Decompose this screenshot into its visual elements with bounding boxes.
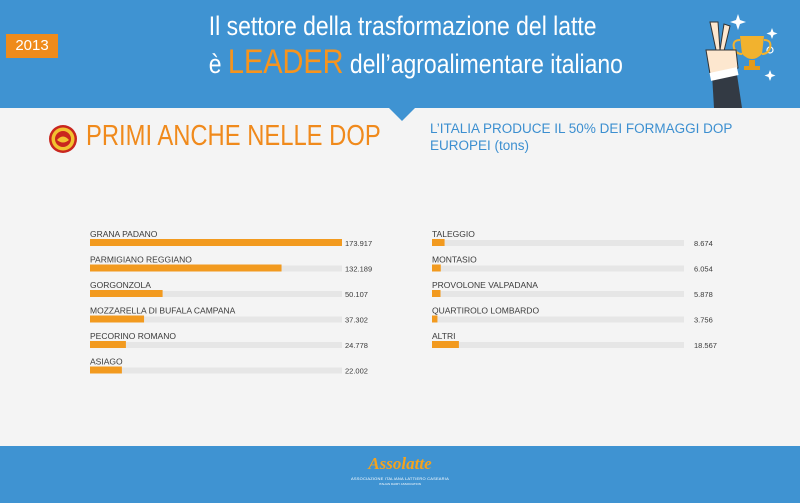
sparkle-icon (730, 14, 778, 81)
value-label: 18.567 (694, 341, 717, 350)
footer-brand: Assolatte (368, 454, 432, 473)
bar-track (432, 291, 684, 297)
title-line-1: Il settore della trasformazione del latt… (208, 11, 597, 41)
footer-subtitle-english: ITALIAN DAIRY ASSOCIATION (379, 482, 421, 486)
bar-track (90, 342, 342, 348)
value-label: 132.189 (345, 265, 372, 274)
year-badge: 2013 (6, 34, 58, 58)
bar-track (432, 342, 684, 348)
bar (432, 264, 441, 272)
bar (90, 315, 145, 323)
dop-cheese-bar-charts: GRANA PADANO 173.917 PARMIGIANO REGGIANO 13… (90, 229, 717, 376)
bar (90, 341, 126, 348)
page-title: Il settore della trasformazione del latt… (208, 8, 623, 82)
title-line-2: è LEADER dell’agroalimentare italiano (208, 43, 623, 82)
header-banner (0, 0, 800, 108)
bar (90, 239, 342, 246)
bar (432, 315, 438, 323)
section-title: PRIMI ANCHE NELLE DOP (86, 120, 381, 152)
value-label: 8.674 (694, 239, 713, 248)
title-prefix: è (208, 49, 228, 79)
category-label: TALEGGIO (432, 229, 475, 239)
header-notch (388, 107, 416, 121)
value-label: 173.917 (345, 239, 372, 248)
category-label: MONTASIO (432, 255, 477, 265)
bar (432, 290, 441, 297)
bar (90, 290, 163, 297)
value-label: 22.002 (345, 367, 368, 376)
bar-track (90, 291, 342, 297)
bar (432, 239, 445, 246)
bar (432, 341, 459, 348)
category-label: PARMIGIANO REGGIANO (90, 255, 192, 265)
chart-subtitle: L’ITALIA PRODUCE IL 50% DEI FORMAGGI DOP… (430, 121, 733, 153)
bar-track (432, 265, 684, 272)
bar-track (432, 240, 684, 246)
trophy-hand-icon (705, 14, 778, 108)
value-label: 5.878 (694, 290, 713, 299)
category-label: PECORINO ROMANO (90, 331, 176, 341)
bar-track (432, 316, 684, 323)
footer-banner: Assolatte ASSOCIAZIONE ITALIANA LATTIERO… (0, 446, 800, 503)
bar (90, 366, 122, 374)
value-label: 24.778 (345, 341, 368, 350)
bar-track (90, 367, 342, 374)
footer-subtitle: ASSOCIAZIONE ITALIANA LATTIERO CASEARIA (351, 476, 449, 481)
category-label: ASIAGO (90, 357, 123, 367)
category-label: GRANA PADANO (90, 229, 158, 239)
value-label: 37.302 (345, 316, 368, 325)
title-highlight: LEADER (227, 43, 344, 81)
category-label: MOZZARELLA DI BUFALA CAMPANA (90, 306, 236, 316)
bar (90, 264, 282, 272)
value-label: 6.054 (694, 265, 713, 274)
value-label: 50.107 (345, 290, 368, 299)
bar-track (90, 316, 342, 323)
category-label: PROVOLONE VALPADANA (432, 280, 538, 290)
category-label: QUARTIROLO LOMBARDO (432, 306, 539, 316)
title-suffix: dell’agroalimentare italiano (343, 49, 623, 79)
category-label: ALTRI (432, 331, 455, 341)
dop-seal-icon (49, 125, 77, 153)
value-label: 3.756 (694, 316, 713, 325)
category-label: GORGONZOLA (90, 280, 151, 290)
